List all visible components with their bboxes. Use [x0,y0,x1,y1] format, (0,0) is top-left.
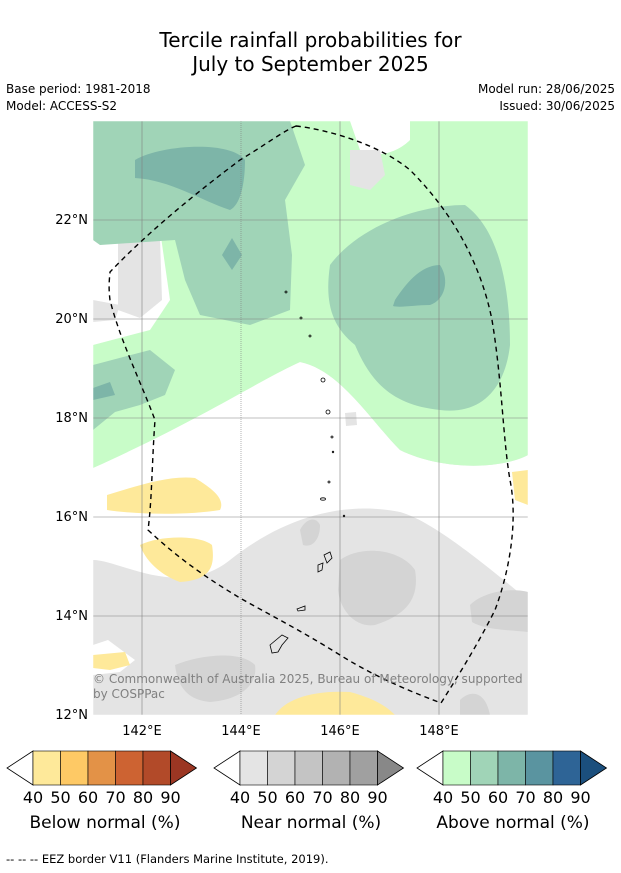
colorbar-above-tick: 80 [543,788,563,807]
colorbar-near-segment [239,750,268,786]
colorbar-above-tick: 40 [433,788,453,807]
near-patch-w [118,238,162,318]
colorbar-label-below: Below normal (%) [29,813,181,833]
colorbar-below-extend-high [170,750,198,786]
lat-tick: 22°N [55,213,88,228]
colorbar-below-tick: 40 [23,788,43,807]
above-normal-60-e [393,265,446,307]
colorbar-above-tick: 70 [515,788,535,807]
lat-tick: 20°N [55,312,88,327]
below-normal-40-b [140,537,213,582]
lon-tick: 146°E [320,724,360,739]
title-line-2: July to September 2025 [192,52,429,76]
colorbar-label-near: Near normal (%) [240,813,382,833]
colorbar-near-tick: 80 [340,788,360,807]
below-normal-40-e [275,691,395,715]
colorbar-near-segment [322,750,351,786]
lat-tick: 18°N [55,411,88,426]
near-patch-n1 [350,150,385,190]
eez-footnote: -- -- -- EEZ border V11 (Flanders Marine… [6,852,329,866]
colorbar-near-extend-high [377,750,405,786]
colorbar-near-segment [349,750,378,786]
above-normal-60-sw [93,382,115,400]
near-normal-50-d [460,693,490,715]
colorbar-above-segment [525,750,554,786]
lon-tick: 142°E [122,724,162,739]
colorbar-below-segment [115,750,144,786]
colorbar-label-above: Above normal (%) [436,813,590,833]
colorbar-near-tick: 70 [312,788,332,807]
colorbar-below-segment [142,750,171,786]
lon-ticks: 142°E 144°E 146°E 148°E [122,724,459,739]
colorbar-above-tick: 50 [460,788,480,807]
copyright-notice: © Commonwealth of Australia 2025, Bureau… [93,672,523,701]
issued-date: Issued: 30/06/2025 [499,99,615,113]
above-normal-50-e [328,205,510,411]
colorbar-near-tick: 50 [257,788,277,807]
page-title: Tercile rainfall probabilities for July … [0,28,621,76]
title-line-1: Tercile rainfall probabilities for [159,28,462,52]
colorbar-below-extend-low [6,750,34,786]
above-normal-60-nw [135,146,245,210]
colorbar-below-segment [60,750,89,786]
colorbar-below-tick: 70 [105,788,125,807]
lat-tick: 16°N [55,510,88,525]
colorbar-above-segment [497,750,526,786]
colorbar-below-segment [87,750,116,786]
colorbar-below-segment [32,750,61,786]
colorbar-near-tick: 90 [367,788,387,807]
lat-tick: 12°N [55,708,88,723]
model-run: Model run: 28/06/2025 [477,82,615,96]
colorbar-near-extend-low [213,750,241,786]
colorbar-above-tick: 90 [570,788,590,807]
gridlines [93,121,528,715]
above-normal-50-sw [93,350,175,430]
islands [269,290,346,654]
lat-tick: 14°N [55,609,88,624]
lon-tick: 148°E [419,724,459,739]
colorbar-near-segment [267,750,296,786]
colorbar-above-segment [442,750,471,786]
above-normal-60-small [222,238,242,270]
colorbar-above-segment [470,750,499,786]
colorbar-above-extend-high [580,750,608,786]
below-normal-40-c2 [93,652,130,670]
below-normal-40-d [512,470,528,505]
colorbar-above-tick: 60 [488,788,508,807]
colorbar-below-tick: 60 [78,788,98,807]
colorbar-near-segment [294,750,323,786]
colorbar-below-tick: 50 [50,788,70,807]
map-frame [92,120,529,716]
near-patch-tiny [345,412,357,426]
colorbar-near-tick: 60 [285,788,305,807]
colorbar-near-tick: 40 [230,788,250,807]
colorbars: 40 50 60 70 80 90 40 50 60 70 80 90 40 50 60 70 80 90 [6,750,608,807]
eez-border [108,125,514,704]
white-patch-n1 [350,121,410,155]
meta-right: Model run: 28/06/2025 Issued: 30/06/2025 [478,81,615,115]
colorbar-above-segment [552,750,581,786]
base-period: Base period: 1981-2018 [6,82,151,96]
near-normal-50-a [338,550,416,626]
near-patch-w2 [93,300,120,322]
below-normal-40-a [107,477,222,514]
colorbar-above-extend-low [416,750,444,786]
lon-tick: 144°E [221,724,261,739]
lat-ticks: 22°N 20°N 18°N 16°N 14°N 12°N [55,213,88,723]
near-normal-50-c [175,655,256,702]
meta-left: Base period: 1981-2018 Model: ACCESS-S2 [6,81,151,115]
near-normal-50-b [470,590,528,632]
colorbar-below-tick: 80 [133,788,153,807]
model-name: Model: ACCESS-S2 [6,99,118,113]
near-normal-50-e [300,519,320,546]
colorbar-below-tick: 90 [160,788,180,807]
